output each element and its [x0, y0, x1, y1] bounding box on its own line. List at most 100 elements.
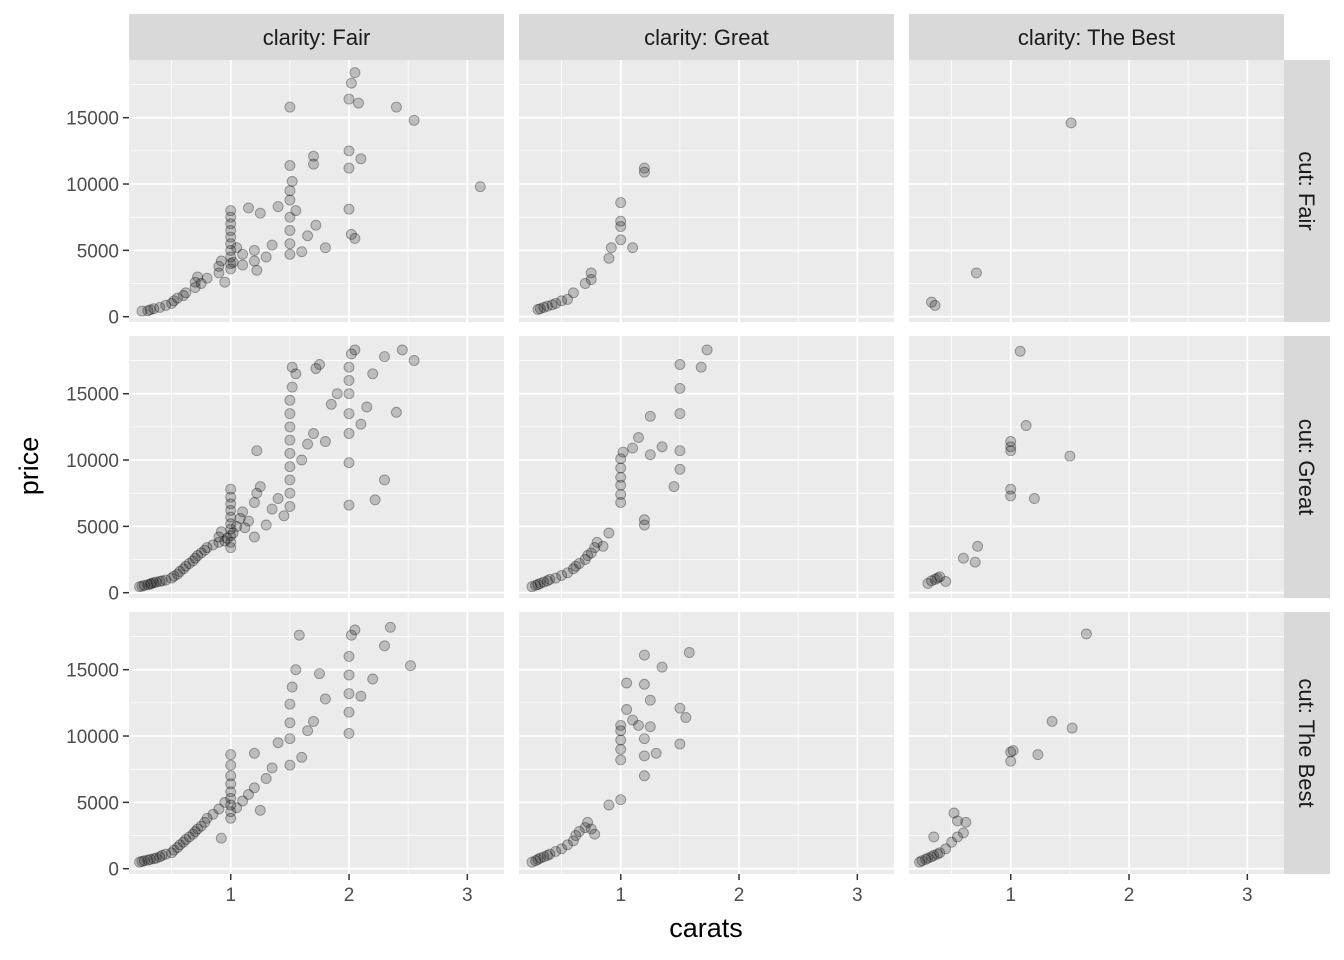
data-point [534, 303, 546, 315]
data-point [567, 287, 579, 299]
data-point [290, 205, 302, 217]
data-point [284, 185, 296, 197]
data-point [1065, 117, 1077, 129]
data-point [579, 278, 591, 289]
data-point [644, 449, 656, 461]
data-point [284, 160, 296, 171]
data-point [562, 839, 573, 851]
data-point [225, 792, 237, 804]
data-point [177, 563, 189, 575]
data-point [367, 368, 379, 380]
data-point [284, 408, 296, 420]
data-point [150, 576, 162, 588]
data-point [343, 669, 355, 681]
data-point [225, 251, 237, 263]
data-point [284, 394, 296, 406]
data-point [534, 852, 546, 864]
data-point [187, 555, 199, 567]
data-point [225, 211, 237, 223]
data-point [248, 244, 260, 256]
data-point [308, 150, 319, 162]
data-point [213, 260, 225, 272]
data-point [957, 827, 969, 839]
data-point [934, 847, 946, 859]
data-point [1005, 441, 1017, 453]
data-point [213, 803, 225, 815]
data-point [349, 67, 361, 79]
data-point [585, 823, 597, 835]
data-point [237, 506, 249, 518]
data-point [674, 702, 686, 714]
data-point [284, 434, 296, 446]
data-point [142, 305, 154, 317]
data-point [251, 264, 263, 276]
data-point [526, 581, 538, 593]
data-point [195, 820, 207, 832]
data-point [550, 572, 562, 584]
data-point [674, 463, 686, 475]
data-point [227, 527, 239, 539]
data-point [180, 287, 192, 299]
data-point [251, 487, 263, 499]
data-point [615, 754, 627, 766]
data-point [1014, 345, 1026, 357]
data-point [225, 238, 237, 250]
data-point [302, 230, 314, 242]
data-point [638, 162, 650, 174]
data-point [144, 578, 156, 590]
data-point [638, 750, 650, 762]
data-point [573, 826, 585, 837]
data-point [195, 547, 207, 559]
data-point [225, 218, 237, 230]
panel-background [129, 336, 504, 598]
data-point [538, 301, 550, 313]
data-point [156, 849, 168, 861]
data-point [926, 296, 937, 308]
panel-background [519, 612, 894, 874]
data-point [638, 649, 650, 661]
data-point [146, 577, 157, 589]
data-point [638, 770, 650, 782]
data-point [644, 694, 656, 706]
data-point [644, 410, 656, 422]
data-point [1005, 483, 1017, 495]
data-point [142, 854, 154, 866]
data-point [680, 712, 692, 723]
data-point [254, 804, 266, 816]
data-point [940, 843, 952, 855]
data-point [541, 849, 553, 861]
data-point [656, 661, 668, 673]
data-point [166, 297, 178, 309]
data-point [243, 788, 254, 800]
data-point [310, 219, 322, 231]
column-strip [909, 14, 1284, 60]
data-point [627, 442, 639, 454]
data-point [138, 579, 150, 591]
data-point [207, 808, 219, 820]
data-point [172, 292, 183, 304]
data-point [379, 474, 390, 486]
data-point [284, 474, 296, 486]
data-point [284, 501, 296, 512]
y-axis-title: price [14, 437, 44, 496]
data-point [286, 381, 298, 393]
data-point [225, 483, 237, 495]
data-point [1064, 450, 1076, 462]
data-point [266, 503, 278, 515]
data-point [379, 351, 390, 363]
data-point [160, 574, 172, 586]
data-point [928, 831, 940, 843]
x-tick-label: 1 [615, 885, 626, 906]
data-point [189, 276, 201, 288]
panel-background [129, 60, 504, 322]
data-point [952, 815, 963, 827]
data-point [293, 629, 305, 641]
data-point [530, 855, 542, 867]
data-point [136, 305, 148, 317]
y-tick-label: 15000 [66, 109, 119, 130]
row-strips: cut: Fair cut: Great cut: The Best [1284, 60, 1330, 874]
data-point [225, 244, 237, 256]
data-point [1032, 749, 1044, 761]
data-point [615, 453, 627, 465]
